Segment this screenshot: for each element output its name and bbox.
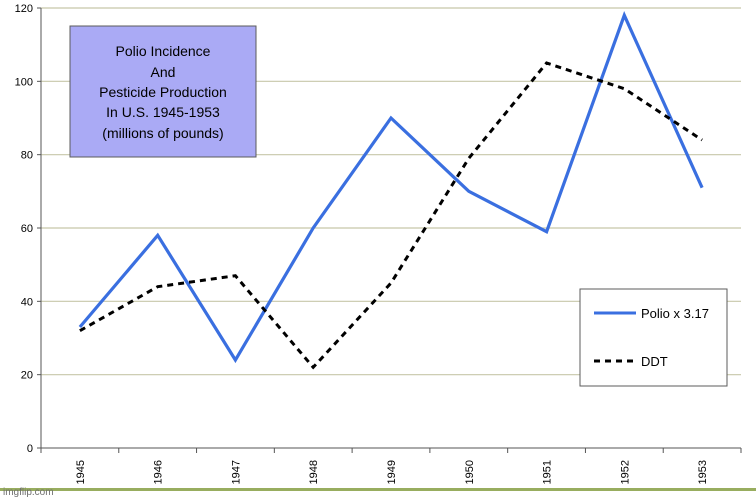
title-line-4: In U.S. 1945-1953 xyxy=(106,104,220,120)
y-axis: 0 20 40 60 80 100 120 xyxy=(15,3,42,455)
series-lines xyxy=(78,11,704,370)
y-tick-label: 20 xyxy=(21,370,33,382)
x-axis: 1945 1946 1947 1948 1949 1950 1951 1952 1953 xyxy=(40,447,742,484)
legend-label-polio: Polio x 3.17 xyxy=(641,306,709,321)
y-tick-label: 60 xyxy=(21,223,33,235)
x-tick-label: 1945 xyxy=(75,460,87,484)
y-tick-label: 0 xyxy=(27,443,33,455)
legend: Polio x 3.17 DDT xyxy=(579,288,728,387)
bottom-band xyxy=(0,488,756,491)
title-line-2: And xyxy=(151,64,176,80)
y-tick-label: 120 xyxy=(15,3,33,15)
x-tick-label: 1953 xyxy=(697,460,709,484)
x-tick-label: 1952 xyxy=(619,460,631,484)
x-tick-label: 1946 xyxy=(153,460,165,484)
x-tick-label: 1947 xyxy=(230,460,242,484)
x-tick-label: 1950 xyxy=(464,460,476,484)
y-tick-label: 80 xyxy=(21,150,33,162)
title-line-5: (millions of pounds) xyxy=(102,125,223,141)
legend-label-ddt: DDT xyxy=(641,354,668,369)
y-tick-label: 100 xyxy=(15,76,33,88)
title-line-1: Polio Incidence xyxy=(116,43,211,59)
title-line-3: Pesticide Production xyxy=(99,84,227,100)
watermark: imgflip.com xyxy=(3,487,54,498)
x-tick-label: 1948 xyxy=(308,460,320,484)
x-tick-label: 1951 xyxy=(542,460,554,484)
chart-title-box: Polio Incidence And Pesticide Production… xyxy=(69,25,257,158)
series-line-ddt xyxy=(79,61,703,370)
y-tick-label: 40 xyxy=(21,296,33,308)
x-tick-label: 1949 xyxy=(386,460,398,484)
